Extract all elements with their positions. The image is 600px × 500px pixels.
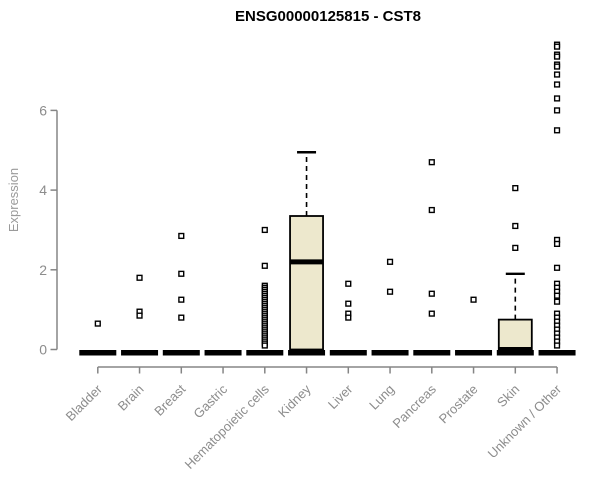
y-tick-label: 2 xyxy=(39,262,47,278)
outlier-point xyxy=(512,185,519,192)
outlier-point xyxy=(512,244,519,251)
outlier-point xyxy=(512,222,519,230)
outlier-point xyxy=(136,312,143,319)
outlier-point xyxy=(553,342,561,349)
zero-bar xyxy=(162,350,200,356)
box xyxy=(289,215,324,351)
category-label: Kidney xyxy=(275,381,314,420)
outlier-point xyxy=(553,43,561,50)
outlier-point xyxy=(94,320,101,327)
zero-bar xyxy=(329,350,367,356)
outlier-point xyxy=(345,300,352,307)
outlier-point xyxy=(345,314,352,321)
y-tick-label: 4 xyxy=(39,182,47,198)
category-label: Skin xyxy=(494,382,522,410)
zero-bar xyxy=(371,350,409,356)
zero-bar xyxy=(288,350,326,356)
outlier-point xyxy=(178,314,185,321)
y-tick-label: 0 xyxy=(39,342,47,358)
zero-bar xyxy=(496,350,534,356)
outlier-point xyxy=(261,342,268,349)
chart-title: ENSG00000125815 - CST8 xyxy=(235,8,421,25)
zero-bar xyxy=(455,350,493,356)
outlier-point xyxy=(261,226,268,234)
outlier-point xyxy=(178,296,185,303)
zero-bar xyxy=(538,350,576,356)
outlier-point xyxy=(428,159,435,166)
category-label: Lung xyxy=(366,382,397,413)
outlier-point xyxy=(261,262,268,269)
zero-bar xyxy=(204,350,242,356)
outlier-point xyxy=(428,310,435,317)
category-label: Prostate xyxy=(436,382,481,427)
outlier-point xyxy=(553,127,561,134)
category-label: Brain xyxy=(115,382,147,414)
outlier-point xyxy=(386,288,394,295)
outlier-point xyxy=(136,274,143,281)
outlier-point xyxy=(553,264,561,271)
outlier-point xyxy=(428,206,435,214)
outlier-point xyxy=(470,296,477,303)
zero-bar xyxy=(246,350,284,356)
outlier-point xyxy=(553,81,561,88)
zero-bar xyxy=(121,350,159,356)
zero-bar xyxy=(413,350,451,356)
outlier-point xyxy=(345,280,352,287)
outlier-point xyxy=(553,71,561,78)
box xyxy=(497,318,533,351)
category-label: Gastric xyxy=(190,381,230,421)
outlier-point xyxy=(553,292,561,299)
outlier-point xyxy=(386,258,394,265)
outlier-point xyxy=(553,63,561,70)
category-label: Liver xyxy=(325,381,356,412)
category-label: Bladder xyxy=(63,381,106,424)
outlier-point xyxy=(178,232,185,240)
category-label: Pancreas xyxy=(389,381,439,431)
outlier-point xyxy=(553,107,561,114)
zero-bar xyxy=(79,350,117,356)
outlier-point xyxy=(178,270,185,277)
y-tick-label: 6 xyxy=(39,102,47,118)
outlier-point xyxy=(553,95,561,102)
category-label: Breast xyxy=(151,381,188,418)
category-label: Unknown / Other xyxy=(485,381,565,461)
outlier-point xyxy=(553,240,561,247)
outlier-point xyxy=(553,53,561,60)
outlier-point xyxy=(428,290,435,297)
outlier-point xyxy=(553,298,561,305)
